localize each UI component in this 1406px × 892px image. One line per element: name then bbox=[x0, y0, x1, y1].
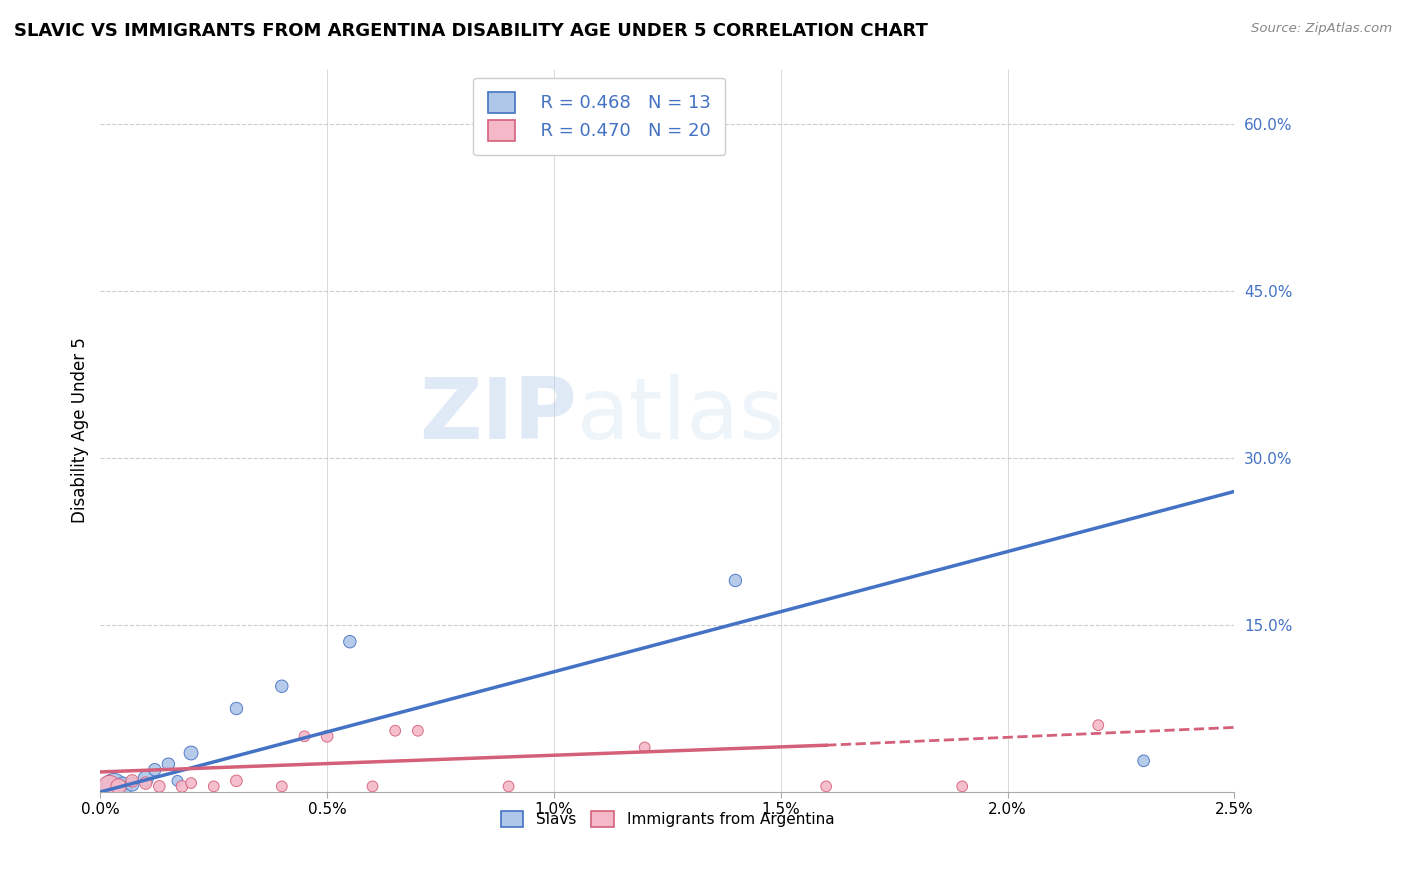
Point bbox=[815, 780, 838, 794]
Point bbox=[103, 780, 125, 794]
Text: Source: ZipAtlas.com: Source: ZipAtlas.com bbox=[1251, 22, 1392, 36]
Point bbox=[406, 723, 429, 738]
Point bbox=[1132, 754, 1154, 768]
Point bbox=[135, 776, 157, 790]
Point bbox=[107, 780, 129, 794]
Point bbox=[180, 746, 202, 760]
Y-axis label: Disability Age Under 5: Disability Age Under 5 bbox=[72, 337, 89, 524]
Point bbox=[202, 780, 225, 794]
Point bbox=[294, 729, 316, 743]
Point bbox=[270, 679, 292, 693]
Point bbox=[112, 780, 135, 794]
Text: SLAVIC VS IMMIGRANTS FROM ARGENTINA DISABILITY AGE UNDER 5 CORRELATION CHART: SLAVIC VS IMMIGRANTS FROM ARGENTINA DISA… bbox=[14, 22, 928, 40]
Point bbox=[634, 740, 657, 755]
Legend: Slavs, Immigrants from Argentina: Slavs, Immigrants from Argentina bbox=[494, 804, 842, 835]
Point bbox=[180, 776, 202, 790]
Point bbox=[225, 701, 247, 715]
Point bbox=[950, 780, 973, 794]
Point bbox=[157, 757, 180, 772]
Point bbox=[135, 772, 157, 786]
Point bbox=[384, 723, 406, 738]
Point bbox=[498, 780, 520, 794]
Point bbox=[225, 773, 247, 788]
Point bbox=[121, 773, 143, 788]
Point bbox=[166, 773, 188, 788]
Text: ZIP: ZIP bbox=[419, 375, 576, 458]
Point bbox=[361, 780, 384, 794]
Point bbox=[724, 574, 747, 588]
Point bbox=[270, 780, 292, 794]
Point bbox=[1087, 718, 1109, 732]
Point bbox=[475, 112, 498, 126]
Point bbox=[98, 780, 121, 794]
Point bbox=[316, 729, 339, 743]
Text: atlas: atlas bbox=[576, 375, 785, 458]
Point bbox=[339, 634, 361, 648]
Point bbox=[148, 780, 170, 794]
Point bbox=[170, 780, 193, 794]
Point bbox=[143, 763, 166, 777]
Point bbox=[121, 777, 143, 791]
